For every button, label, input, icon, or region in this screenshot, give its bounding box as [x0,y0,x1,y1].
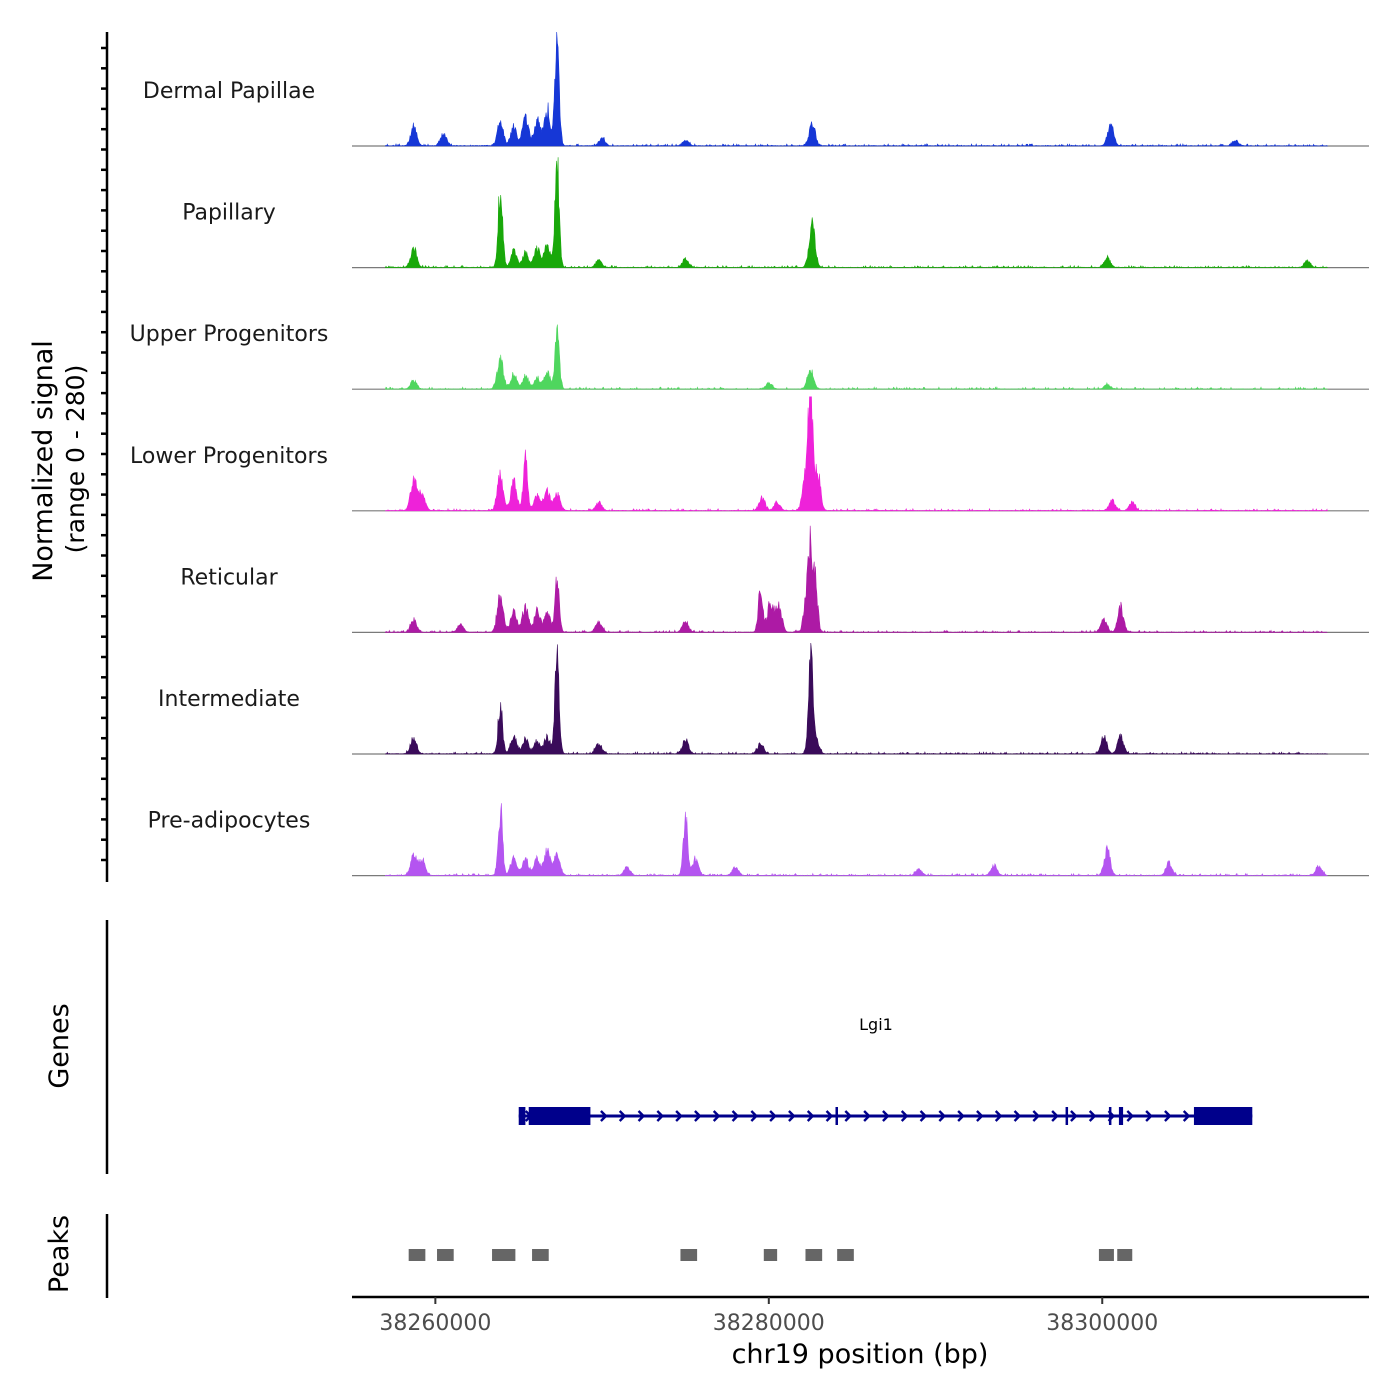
track-papillary: Papillary [182,157,1369,269]
peak-region [532,1249,549,1261]
strand-arrow [1164,1110,1172,1122]
signal-area [385,157,1328,269]
strand-arrow [769,1110,777,1122]
x-tick-label: 38300000 [1046,1311,1158,1336]
track-label: Papillary [182,201,276,226]
strand-arrow [694,1110,702,1122]
strand-arrow [806,1110,815,1122]
track-dermal-papillae: Dermal Papillae [143,31,1369,147]
peak-region [763,1249,778,1261]
gene-exon [835,1107,838,1125]
x-tick-label: 38260000 [379,1311,491,1336]
signal-tracks: Dermal Papillae Papillary Upper Progenitor… [130,31,1369,877]
strand-arrow [600,1110,608,1122]
strand-arrow [1145,1110,1153,1122]
strand-arrow [675,1110,683,1122]
strand-arrow [900,1110,909,1122]
strand-arrow [1126,1110,1135,1122]
peak-region [805,1249,823,1261]
signal-area [385,803,1328,877]
peak-region [408,1249,426,1261]
strand-arrow [825,1110,834,1122]
strand-arrow [618,1110,627,1122]
strand-arrow [1088,1110,1097,1122]
strand-arrow [731,1110,740,1122]
strand-arrow [882,1110,890,1122]
peak-regions [408,1249,1133,1261]
track-label: Reticular [180,565,278,590]
y-axis-title-line1: Normalized signal [28,340,59,582]
strand-arrow [1051,1110,1059,1122]
track-label: Dermal Papillae [143,79,315,104]
x-tick-label: 38280000 [713,1311,825,1336]
signal-y-ticks [101,46,107,862]
strand-arrow [1182,1110,1191,1122]
signal-area [385,642,1329,755]
signal-area [385,525,1328,634]
strand-arrow [656,1110,665,1122]
strand-arrow [919,1110,928,1122]
x-axis-title: chr19 position (bp) [732,1339,989,1370]
signal-area [384,324,1329,390]
strand-arrow [712,1110,721,1122]
strand-arrow [938,1110,947,1122]
strand-arrow [1070,1110,1078,1122]
strand-arrow [863,1110,871,1122]
peak-region [437,1249,454,1261]
track-pre-adipocytes: Pre-adipocytes [148,803,1369,877]
strand-arrow [637,1110,646,1122]
track-label: Upper Progenitors [130,322,329,347]
signal-area [385,396,1328,512]
peak-region [680,1249,698,1261]
signal-area [385,31,1329,147]
track-reticular: Reticular [180,525,1369,634]
gene-exon [1118,1107,1124,1125]
strand-arrow [957,1110,965,1122]
y-axis-title-line2: (range 0 - 280) [61,365,90,554]
strand-arrow [788,1110,796,1122]
track-lower-progenitors: Lower Progenitors [130,396,1369,512]
peak-region [1117,1249,1133,1261]
gene-exon [1108,1107,1112,1125]
strand-arrow [750,1110,759,1122]
x-ticks: 38260000 38280000 38300000 [379,1297,1158,1336]
peak-region [1098,1249,1114,1261]
track-label: Lower Progenitors [130,444,328,469]
gene-exon [528,1107,591,1125]
strand-arrow [844,1110,853,1122]
track-upper-progenitors: Upper Progenitors [130,322,1369,390]
axis-layer: 38260000 38280000 38300000 [101,32,1369,1336]
peak-region [492,1249,516,1261]
gene-exon [518,1107,526,1125]
track-intermediate: Intermediate [158,642,1369,755]
gene-model: Lgi1 [518,1015,1253,1125]
peak-region [837,1249,854,1261]
strand-arrow [976,1110,984,1122]
strand-arrow [1013,1110,1022,1122]
track-label: Pre-adipocytes [148,809,311,834]
gene-exon [1065,1107,1069,1125]
peaks-track-title: Peaks [44,1215,75,1293]
gene-exon [1193,1107,1253,1125]
track-label: Intermediate [158,687,300,712]
strand-arrow [994,1110,1003,1122]
gene-label: Lgi1 [859,1015,893,1034]
genes-track-title: Genes [44,1003,75,1088]
strand-arrow [1032,1110,1041,1122]
